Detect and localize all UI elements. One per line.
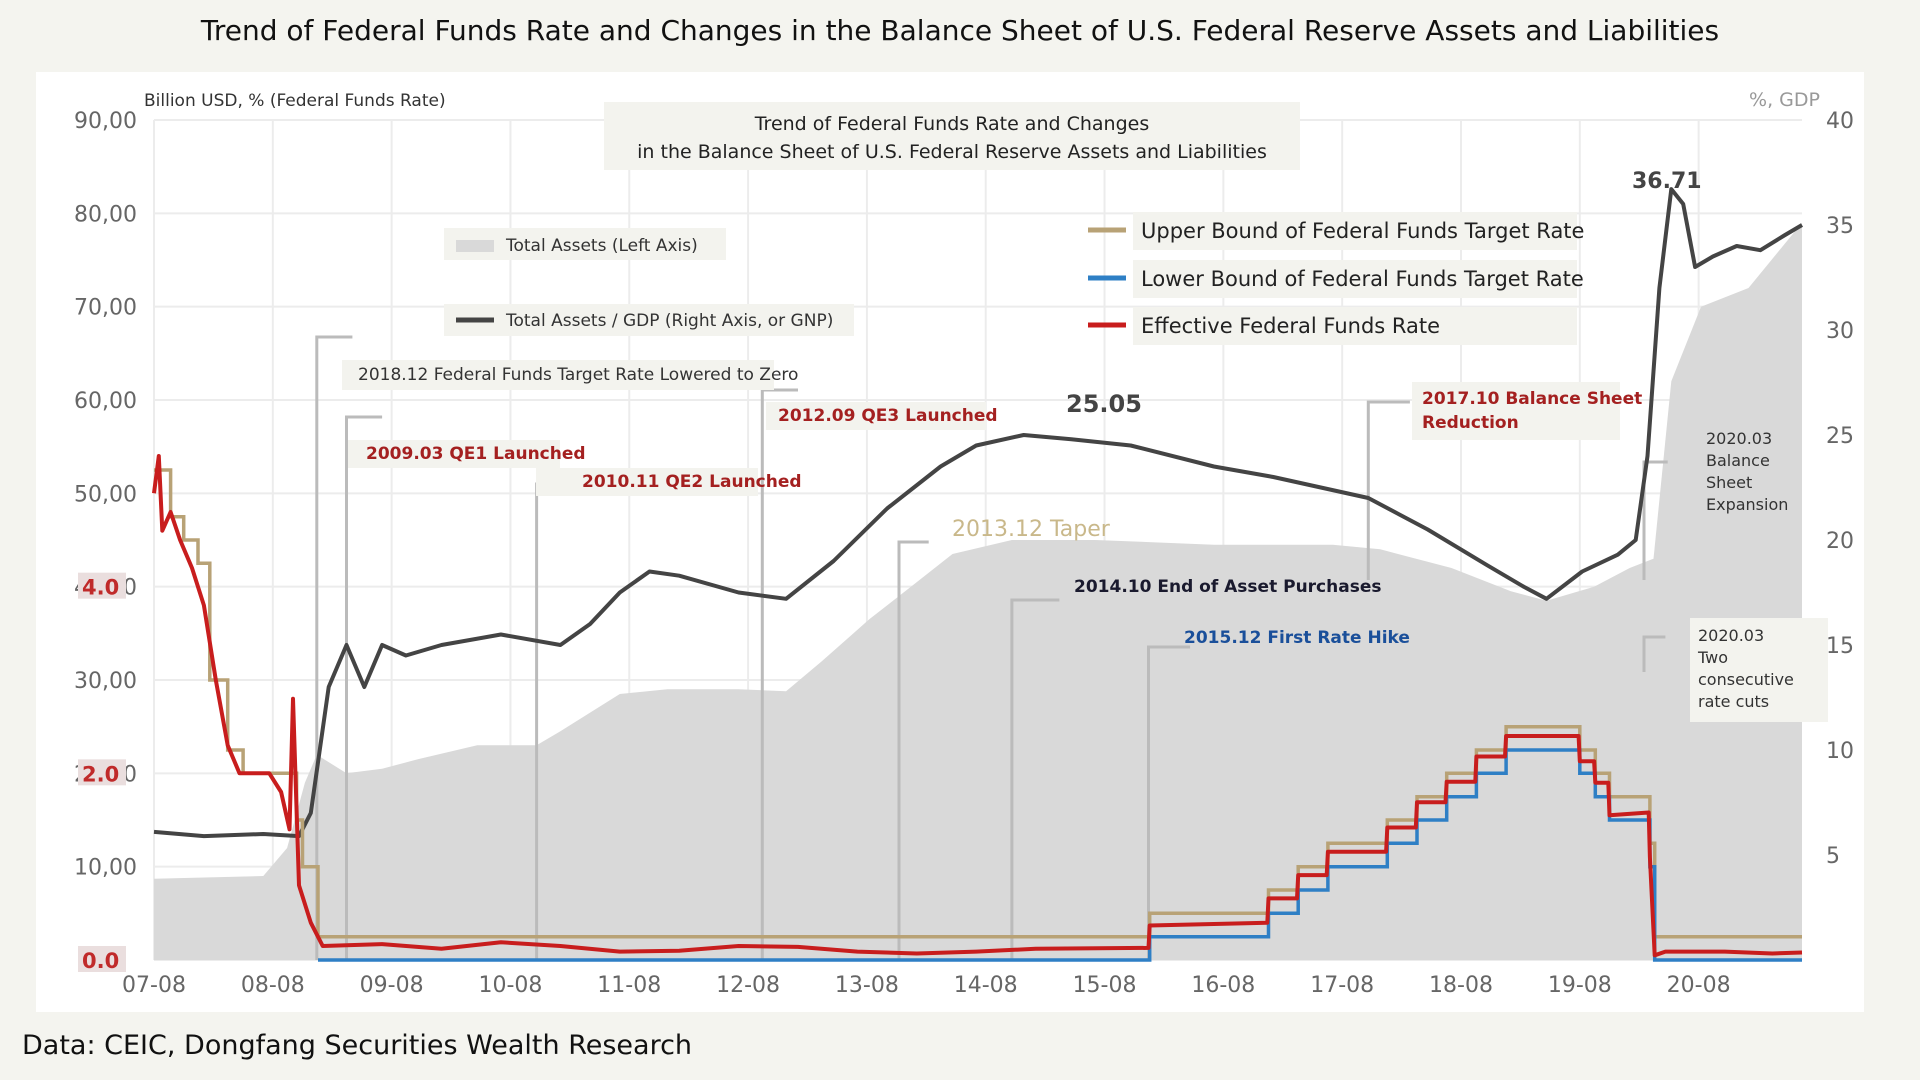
annotation-box bbox=[1690, 618, 1828, 722]
total-assets-area bbox=[154, 222, 1802, 960]
annotation-box bbox=[766, 402, 986, 430]
inner-title-box bbox=[604, 102, 1300, 170]
left-tick-label: 80,00 bbox=[74, 202, 137, 227]
x-tick-label: 08-08 bbox=[241, 973, 305, 998]
left-axis-label: Billion USD, % (Federal Funds Rate) bbox=[144, 91, 446, 111]
rate-tick-bg bbox=[78, 759, 126, 786]
peak-label-2014: 25.05 bbox=[1066, 390, 1142, 418]
x-tick-label: 12-08 bbox=[716, 973, 780, 998]
axes: 10,0020,0030,0040,0050,0060,0070,0080,00… bbox=[74, 89, 1854, 998]
source-note: Data: CEIC, Dongfang Securities Wealth R… bbox=[22, 1030, 693, 1061]
right-tick-label: 5 bbox=[1826, 844, 1840, 869]
total-assets-series bbox=[154, 222, 1802, 960]
rate-tick-bg bbox=[78, 946, 126, 972]
right-tick-label: 20 bbox=[1826, 529, 1854, 554]
rate-tick-label: 0.0 bbox=[82, 949, 119, 973]
right-tick-label: 30 bbox=[1826, 319, 1854, 344]
annotation-rate-cuts: 2020.03 Two consecutive rate cuts bbox=[1697, 626, 1794, 711]
x-tick-label: 14-08 bbox=[954, 973, 1018, 998]
x-tick-label: 09-08 bbox=[360, 973, 424, 998]
annotation-box bbox=[342, 360, 774, 390]
x-tick-label: 18-08 bbox=[1429, 973, 1493, 998]
legend-label: Lower Bound of Federal Funds Target Rate bbox=[1141, 267, 1584, 291]
annotations: Trend of Federal Funds Rate and Changes i… bbox=[342, 102, 1828, 722]
annotation-leader bbox=[345, 415, 383, 960]
legend-swatch-total-assets bbox=[456, 240, 494, 252]
left-tick-label: 10,00 bbox=[74, 856, 137, 881]
left-tick-label: 90,00 bbox=[74, 109, 137, 134]
inner-title-line: in the Balance Sheet of U.S. Federal Res… bbox=[637, 141, 1267, 163]
annotation-leader bbox=[1642, 460, 1668, 580]
annotation-box bbox=[348, 440, 560, 468]
taper-label: 2013.12 Taper bbox=[952, 517, 1111, 542]
annotation-leader bbox=[1147, 645, 1191, 960]
annotation-2008-12: 2018.12 Federal Funds Target Rate Lowere… bbox=[358, 365, 798, 385]
series-lines bbox=[152, 187, 1804, 962]
annotation-leader bbox=[1366, 400, 1410, 580]
lower-bound-series bbox=[318, 748, 1802, 962]
x-tick-label: 16-08 bbox=[1191, 973, 1255, 998]
effective-rate-series bbox=[152, 454, 1803, 958]
x-tick-label: 15-08 bbox=[1073, 973, 1137, 998]
x-tick-label: 19-08 bbox=[1548, 973, 1612, 998]
rate-tick-label: 4.0 bbox=[82, 576, 119, 600]
x-tick-label: 10-08 bbox=[478, 973, 542, 998]
legend-label: Upper Bound of Federal Funds Target Rate bbox=[1141, 219, 1584, 243]
legend-box bbox=[1133, 212, 1577, 250]
assets-gdp-series bbox=[153, 187, 1804, 839]
page-title: Trend of Federal Funds Rate and Changes … bbox=[200, 14, 1720, 47]
left-tick-label: 50,00 bbox=[74, 482, 137, 507]
right-tick-label: 40 bbox=[1826, 109, 1854, 134]
annotation-leader bbox=[1642, 635, 1666, 672]
x-tick-label: 07-08 bbox=[122, 973, 186, 998]
left-tick-label: 70,00 bbox=[74, 296, 137, 321]
annotation-box bbox=[536, 468, 758, 496]
legend-label: Effective Federal Funds Rate bbox=[1141, 314, 1440, 338]
x-tick-label: 20-08 bbox=[1667, 973, 1731, 998]
annotation-qe1: 2009.03 QE1 Launched bbox=[366, 444, 586, 464]
legend-label: Total Assets / GDP (Right Axis, or GNP) bbox=[505, 311, 833, 331]
peak-label-2020: 36.71 bbox=[1632, 169, 1702, 194]
left-tick-label: 60,00 bbox=[74, 389, 137, 414]
annotation-first-hike: 2015.12 First Rate Hike bbox=[1184, 628, 1410, 648]
legend-box bbox=[444, 304, 854, 336]
annotation-leader bbox=[315, 335, 353, 960]
rate-tick-bg bbox=[78, 572, 126, 599]
legend-box bbox=[1133, 260, 1577, 298]
annotation-box bbox=[1412, 382, 1620, 440]
left-tick-label: 30,00 bbox=[74, 669, 137, 694]
right-tick-label: 35 bbox=[1826, 214, 1854, 239]
chart-panel: 10,0020,0030,0040,0050,0060,0070,0080,00… bbox=[36, 72, 1864, 1012]
inner-title-line: Trend of Federal Funds Rate and Changes bbox=[754, 113, 1150, 135]
annotation-end-purchases: 2014.10 End of Asset Purchases bbox=[1074, 577, 1381, 597]
x-tick-label: 13-08 bbox=[835, 973, 899, 998]
annotation-qe2: 2010.11 QE2 Launched bbox=[582, 472, 802, 492]
right-axis-label: %, GDP bbox=[1749, 89, 1820, 111]
rate-tick-label: 2.0 bbox=[82, 762, 119, 786]
fed-chart: 10,0020,0030,0040,0050,0060,0070,0080,00… bbox=[74, 89, 1854, 998]
annotation-reduction: 2017.10 Balance Sheet Reduction bbox=[1422, 389, 1642, 433]
right-tick-label: 15 bbox=[1826, 634, 1854, 659]
annotation-expansion: 2020.03 Balance Sheet Expansion bbox=[1706, 429, 1788, 514]
x-tick-label: 17-08 bbox=[1310, 973, 1374, 998]
x-tick-label: 11-08 bbox=[597, 973, 661, 998]
legend-label: Total Assets (Left Axis) bbox=[505, 236, 698, 256]
right-tick-label: 25 bbox=[1826, 424, 1854, 449]
right-tick-label: 10 bbox=[1826, 739, 1854, 764]
legend-box bbox=[1133, 307, 1577, 345]
annotation-leader bbox=[1010, 598, 1060, 960]
annotation-leader bbox=[897, 540, 929, 960]
annotation-qe3: 2012.09 QE3 Launched bbox=[778, 406, 998, 426]
